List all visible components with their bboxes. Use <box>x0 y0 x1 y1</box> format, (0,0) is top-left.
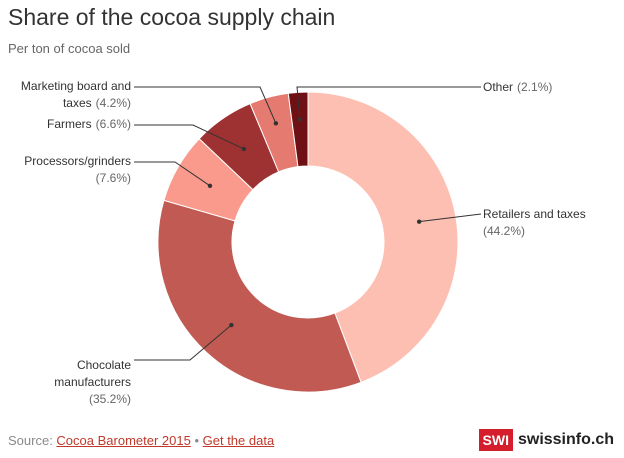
label-farmers-pct: (6.6%) <box>96 117 131 131</box>
leader-dot-marketing-board <box>273 121 279 126</box>
donut-slices <box>157 91 459 393</box>
label-farmers-text: Farmers (6.6%) <box>47 117 131 131</box>
label-marketing-name-line2: taxes <box>63 96 92 110</box>
source-prefix: Source: <box>8 433 57 448</box>
label-retailers: Retailers and taxes (44.2%) <box>483 207 586 238</box>
source-footer: Source: Cocoa Barometer 2015 • Get the d… <box>8 433 274 448</box>
label-chocolate: Chocolate manufacturers (35.2%) <box>54 358 131 406</box>
slice-chocolate-manufacturers[interactable] <box>157 199 362 393</box>
leader-line-retailers <box>419 213 482 223</box>
brand-logo[interactable]: SWI swissinfo.ch <box>478 429 614 451</box>
get-data-link[interactable]: Get the data <box>202 433 275 448</box>
label-retailers-name: Retailers and taxes <box>483 207 586 221</box>
label-farmers: Farmers (6.6%) <box>47 117 131 131</box>
leader-dot-chocolate-manufacturers <box>229 322 234 328</box>
slice-retailers[interactable] <box>307 91 459 383</box>
leader-lines <box>134 86 482 361</box>
label-marketing-name-line1: Marketing board and <box>21 79 131 93</box>
label-retailers-pct: (44.2%) <box>483 224 525 238</box>
label-processors-pct: (7.6%) <box>96 171 131 185</box>
leader-line-marketing-board <box>134 86 277 124</box>
leader-dot-other <box>297 117 303 122</box>
label-processors: Processors/grinders (7.6%) <box>24 154 131 185</box>
leader-line-farmers <box>134 124 245 150</box>
leader-dot-farmers <box>241 146 247 152</box>
footer-separator: • <box>190 433 203 448</box>
label-other-name: Other <box>483 80 513 94</box>
leader-dot-processors-grinders <box>207 183 213 189</box>
label-farmers-name: Farmers <box>47 117 92 131</box>
chart-subtitle: Per ton of cocoa sold <box>8 41 131 56</box>
label-other: Other (2.1%) <box>483 80 552 94</box>
swi-logo-box: SWI <box>478 429 513 451</box>
label-marketing-text-line2: taxes (4.2%) <box>63 96 131 110</box>
label-chocolate-name-line2: manufacturers <box>54 375 131 389</box>
label-marketing: Marketing board and taxes (4.2%) <box>21 79 131 110</box>
chart-title: Share of the cocoa supply chain <box>8 4 336 30</box>
label-chocolate-name-line1: Chocolate <box>77 358 131 372</box>
leader-line-processors-grinders <box>134 161 211 187</box>
source-link[interactable]: Cocoa Barometer 2015 <box>56 433 191 448</box>
leader-line-chocolate-manufacturers <box>134 324 232 361</box>
label-other-pct: (2.1%) <box>517 80 552 94</box>
label-processors-name: Processors/grinders <box>24 154 131 168</box>
label-other-text: Other (2.1%) <box>483 80 552 94</box>
slice-other[interactable] <box>287 91 309 168</box>
leader-line-other <box>296 86 481 120</box>
label-marketing-pct: (4.2%) <box>96 96 131 110</box>
brand-name: swissinfo.ch <box>517 431 614 448</box>
leader-dot-retailers <box>416 219 422 224</box>
label-chocolate-pct: (35.2%) <box>89 392 131 406</box>
